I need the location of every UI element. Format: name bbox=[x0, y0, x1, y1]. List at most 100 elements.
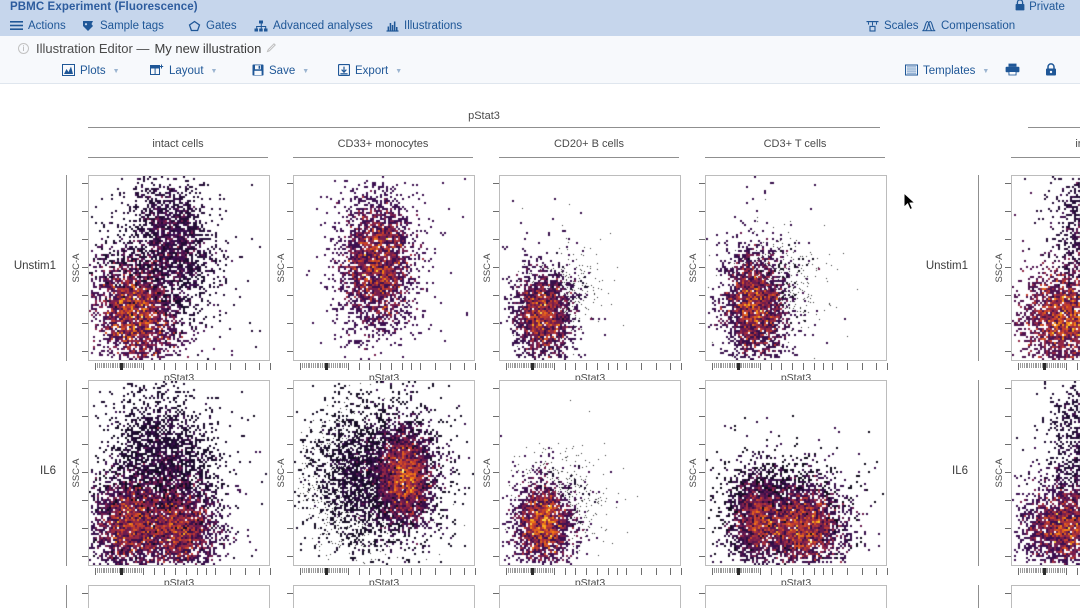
plot-frame[interactable] bbox=[88, 585, 270, 608]
y-axis-tick bbox=[1005, 295, 1011, 296]
group-header-rule bbox=[88, 127, 880, 128]
lock-icon bbox=[1045, 63, 1057, 79]
scales-icon bbox=[866, 20, 879, 32]
sharing-status[interactable]: Sharing Private bbox=[1008, 0, 1072, 15]
layout-button[interactable]: Layout ▼ bbox=[150, 61, 217, 81]
plot-frame[interactable] bbox=[88, 380, 270, 566]
x-axis-ticks bbox=[1011, 568, 1080, 576]
main-menu: Actions Sample tags Gates bbox=[0, 15, 1080, 36]
x-axis-ticks bbox=[293, 568, 476, 576]
illustration-name[interactable]: My new illustration bbox=[154, 41, 262, 56]
menu-item-sample-tags[interactable]: Sample tags bbox=[82, 15, 164, 36]
plot-cell-1-1[interactable]: SSC-A pStat3 bbox=[66, 175, 278, 385]
plot-frame[interactable] bbox=[293, 380, 475, 566]
save-button[interactable]: Save ▼ bbox=[252, 61, 309, 81]
plot-frame[interactable] bbox=[705, 585, 887, 608]
templates-button[interactable]: Templates ▼ bbox=[905, 61, 989, 81]
y-axis-tick bbox=[493, 295, 499, 296]
group-header-rule bbox=[1028, 127, 1080, 128]
y-axis-tick bbox=[1005, 556, 1011, 557]
y-axis-tick bbox=[493, 528, 499, 529]
menu-item-scales[interactable]: Scales bbox=[866, 15, 919, 36]
y-axis-tick bbox=[1005, 351, 1011, 352]
y-axis-tick bbox=[82, 593, 88, 594]
plot-cell-2-3[interactable]: SSC-A pStat3 bbox=[477, 380, 689, 590]
plot-cell-2-2[interactable]: SSC-A pStat3 bbox=[271, 380, 483, 590]
plot-frame[interactable] bbox=[499, 585, 681, 608]
y-axis-tick bbox=[699, 183, 705, 184]
print-button[interactable] bbox=[1005, 61, 1020, 81]
plot-frame[interactable] bbox=[499, 175, 681, 361]
plot-cell-1-4[interactable]: SSC-A pStat3 bbox=[683, 175, 895, 385]
illustration-canvas[interactable]: pStat3 intact cells intact cells CD33+ mono… bbox=[0, 85, 1080, 608]
plot-cell-3-4[interactable] bbox=[683, 585, 895, 608]
menu-item-compensation[interactable]: Compensation bbox=[922, 15, 1015, 36]
plot-frame[interactable] bbox=[499, 380, 681, 566]
y-axis-tick bbox=[493, 556, 499, 557]
x-axis-ticks bbox=[499, 363, 682, 371]
y-axis-tick bbox=[493, 388, 499, 389]
plot-frame[interactable] bbox=[293, 175, 475, 361]
y-axis-tick bbox=[82, 211, 88, 212]
plot-frame[interactable] bbox=[705, 380, 887, 566]
x-axis-ticks bbox=[705, 363, 888, 371]
y-axis-label: SSC-A bbox=[482, 458, 494, 488]
chevron-down-icon: ▼ bbox=[395, 67, 403, 75]
y-axis-label: SSC-A bbox=[994, 253, 1006, 283]
x-axis-ticks bbox=[88, 568, 271, 576]
histogram-icon bbox=[386, 20, 399, 32]
y-axis-tick bbox=[493, 351, 499, 352]
plot-frame[interactable] bbox=[88, 175, 270, 361]
y-axis-tick bbox=[287, 416, 293, 417]
y-axis-tick bbox=[82, 267, 88, 268]
plot-frame[interactable] bbox=[293, 585, 475, 608]
export-button-label: Export bbox=[355, 65, 389, 77]
sharing-value-row: Private bbox=[1008, 0, 1072, 15]
plot-cell-3-3[interactable] bbox=[477, 585, 689, 608]
y-axis-tick bbox=[82, 528, 88, 529]
y-axis-tick bbox=[699, 351, 705, 352]
plot-frame[interactable] bbox=[1011, 585, 1080, 608]
y-axis-tick bbox=[82, 295, 88, 296]
y-axis-tick bbox=[699, 528, 705, 529]
group-header-label: pStat3 bbox=[468, 110, 500, 122]
plot-cell-3-2[interactable] bbox=[271, 585, 483, 608]
y-axis-tick bbox=[287, 528, 293, 529]
row-group-rule bbox=[978, 380, 979, 566]
export-button[interactable]: Export ▼ bbox=[337, 61, 403, 81]
plot-cell-2-1[interactable]: SSC-A pStat3 bbox=[66, 380, 278, 590]
plot-frame[interactable] bbox=[705, 175, 887, 361]
compensation-icon bbox=[922, 20, 936, 32]
y-axis-tick bbox=[493, 183, 499, 184]
pencil-icon[interactable] bbox=[266, 42, 277, 56]
y-axis-tick bbox=[1005, 388, 1011, 389]
y-axis-tick bbox=[82, 323, 88, 324]
plots-button[interactable]: Plots ▼ bbox=[62, 61, 120, 81]
lock-button[interactable] bbox=[1045, 61, 1057, 81]
plot-cell-3-1[interactable] bbox=[66, 585, 278, 608]
row-group-rule bbox=[66, 175, 67, 361]
plot-cell-2-4[interactable]: SSC-A pStat3 bbox=[683, 380, 895, 590]
y-axis-tick bbox=[1005, 500, 1011, 501]
menu-item-advanced-analyses[interactable]: Advanced analyses bbox=[254, 15, 373, 36]
plot-frame[interactable] bbox=[1011, 380, 1080, 566]
y-axis-tick bbox=[287, 556, 293, 557]
y-axis-tick bbox=[287, 267, 293, 268]
column-header-rule bbox=[1011, 157, 1080, 158]
info-icon[interactable]: i bbox=[18, 43, 29, 54]
y-axis-tick bbox=[82, 388, 88, 389]
menu-item-gates[interactable]: Gates bbox=[188, 15, 237, 36]
menu-item-actions[interactable]: Actions bbox=[10, 15, 66, 36]
row-group-rule bbox=[66, 585, 67, 608]
y-axis-label: SSC-A bbox=[688, 458, 700, 488]
x-axis-ticks bbox=[88, 363, 271, 371]
density-scatter-canvas bbox=[706, 381, 886, 565]
menu-item-illustrations[interactable]: Illustrations bbox=[386, 15, 462, 36]
y-axis-label: SSC-A bbox=[71, 458, 83, 488]
plot-cell-1-2[interactable]: SSC-A pStat3 bbox=[271, 175, 483, 385]
plot-cell-3-5[interactable] bbox=[989, 585, 1080, 608]
plot-cell-1-3[interactable]: SSC-A pStat3 bbox=[477, 175, 689, 385]
plot-frame[interactable] bbox=[1011, 175, 1080, 361]
